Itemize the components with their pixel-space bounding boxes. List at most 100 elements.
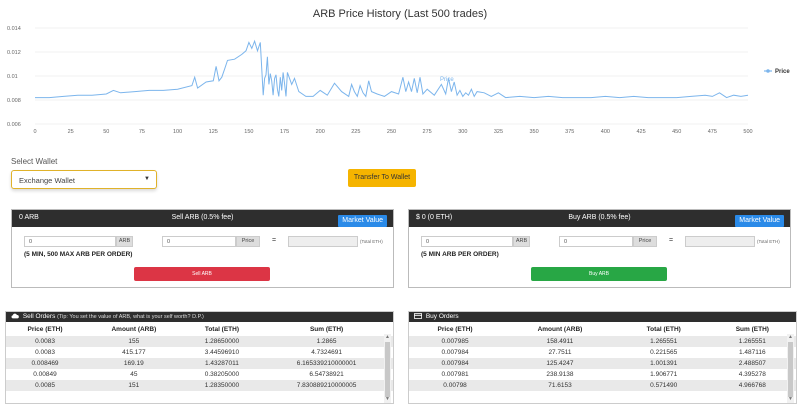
sell-amount-addon: ARB bbox=[116, 236, 133, 247]
table-row[interactable]: 0.00798 71.6153 0.571490 4.966768 bbox=[409, 380, 796, 391]
sell-price-addon: Price bbox=[236, 236, 260, 247]
buy-price-addon: Price bbox=[633, 236, 657, 247]
table-row[interactable]: 0.007984 125.4247 1.001391 2.488507 bbox=[409, 358, 796, 369]
buy-panel: $ 0 (0 ETH) Buy ARB (0.5% fee) Market Va… bbox=[408, 209, 791, 288]
column-header: Total (ETH) bbox=[204, 325, 240, 333]
table-cell: 0.008469 bbox=[6, 358, 85, 369]
scroll-up-icon[interactable]: ▲ bbox=[385, 334, 390, 340]
table-cell: 27.7511 bbox=[501, 347, 619, 358]
buy-orders-title: Buy Orders bbox=[425, 313, 459, 320]
table-row[interactable]: 0.00849 45 0.38205000 6.54738921 bbox=[6, 369, 393, 380]
table-row[interactable]: 0.007981 238.9138 1.906771 4.395278 bbox=[409, 369, 796, 380]
table-cell: 155 bbox=[84, 336, 184, 347]
table-cell: 4.7324691 bbox=[260, 347, 393, 358]
table-row[interactable]: 0.0085 151 1.28350000 7.830889210000005 bbox=[6, 380, 393, 391]
table-cell: 6.54738921 bbox=[260, 369, 393, 380]
table-cell: 6.165339210000001 bbox=[260, 358, 393, 369]
table-cell: 415.177 bbox=[84, 347, 184, 358]
column-header: Sum (ETH) bbox=[735, 325, 769, 333]
price-chart-svg: ARB Price History (Last 500 trades) 0.00… bbox=[7, 8, 790, 135]
buy-amount-addon: ARB bbox=[513, 236, 530, 247]
buy-equals-sign: = bbox=[669, 237, 674, 244]
arb-balance: 0 ARB bbox=[19, 214, 39, 221]
table-row[interactable]: 0.007984 27.7511 0.221565 1.487116 bbox=[409, 347, 796, 358]
buy-market-value-button[interactable]: Market Value bbox=[735, 215, 784, 227]
table-row[interactable]: 0.0083 155 1.28650000 1.2865 bbox=[6, 336, 393, 347]
wallet-select[interactable]: Exchange Wallet ▼ bbox=[11, 170, 157, 189]
legend-label: Price bbox=[775, 69, 790, 75]
chart-annotation: Price bbox=[440, 77, 454, 83]
table-cell: 1.001391 bbox=[618, 358, 709, 369]
chart-title: ARB Price History (Last 500 trades) bbox=[313, 8, 487, 20]
x-tick-label: 0 bbox=[33, 129, 36, 135]
sell-orders-scrollbar[interactable]: ▲ ▼ bbox=[384, 334, 391, 403]
table-cell: 1.906771 bbox=[618, 369, 709, 380]
chart-legend[interactable]: Price bbox=[764, 69, 790, 75]
x-tick-label: 500 bbox=[743, 129, 752, 135]
buy-panel-header: $ 0 (0 ETH) Buy ARB (0.5% fee) bbox=[409, 210, 790, 227]
sell-market-value-button[interactable]: Market Value bbox=[338, 215, 387, 227]
scroll-down-icon[interactable]: ▼ bbox=[788, 396, 793, 402]
table-cell: 4.395278 bbox=[708, 369, 796, 380]
x-tick-label: 225 bbox=[351, 129, 360, 135]
scroll-down-icon[interactable]: ▼ bbox=[385, 396, 390, 402]
table-header-row: Price (ETH) Amount (ARB) Total (ETH) Sum (E… bbox=[409, 322, 796, 336]
buy-amount-input[interactable]: 0 bbox=[421, 236, 513, 247]
x-tick-label: 150 bbox=[244, 129, 253, 135]
eth-balance: $ 0 (0 ETH) bbox=[416, 214, 453, 221]
table-cell: 1.28650000 bbox=[183, 336, 261, 347]
table-cell: 0.221565 bbox=[618, 347, 709, 358]
y-tick-label: 0.012 bbox=[7, 50, 21, 56]
table-cell: 0.0085 bbox=[6, 380, 85, 391]
sell-total-field bbox=[288, 236, 358, 247]
table-cell: 2.488507 bbox=[708, 358, 796, 369]
column-header: Price (ETH) bbox=[437, 325, 473, 333]
transfer-to-wallet-button[interactable]: Transfer To Wallet bbox=[348, 169, 416, 187]
buy-orders-header: Buy Orders bbox=[409, 312, 796, 322]
buy-orders-table: Price (ETH) Amount (ARB) Total (ETH) Sum (E… bbox=[409, 322, 796, 391]
sell-price-input[interactable]: 0 bbox=[162, 236, 236, 247]
x-tick-label: 175 bbox=[280, 129, 289, 135]
sell-orders-panel: Sell Orders (Tip: You set the value of A… bbox=[5, 311, 394, 404]
buy-arb-button[interactable]: Buy ARB bbox=[531, 267, 667, 281]
x-tick-label: 325 bbox=[494, 129, 503, 135]
table-row[interactable]: 0.007985 158.4911 1.265551 1.265551 bbox=[409, 336, 796, 347]
table-cell: 0.571490 bbox=[618, 380, 709, 391]
cloud-icon bbox=[11, 313, 19, 319]
buy-limit-note: (5 MIN ARB PER ORDER) bbox=[421, 251, 499, 258]
wallet-select-value: Exchange Wallet bbox=[19, 176, 76, 185]
table-cell: 151 bbox=[84, 380, 184, 391]
table-cell: 0.007981 bbox=[409, 369, 502, 380]
scroll-up-icon[interactable]: ▲ bbox=[788, 334, 793, 340]
sell-panel-header: 0 ARB Sell ARB (0.5% fee) bbox=[12, 210, 393, 227]
table-cell: 7.830889210000005 bbox=[260, 380, 393, 391]
sell-orders-tip: (Tip: You set the value of ARB, what is … bbox=[57, 314, 204, 320]
table-row[interactable]: 0.008469 169.19 1.43287011 6.16533921000000… bbox=[6, 358, 393, 369]
y-tick-label: 0.01 bbox=[7, 74, 18, 80]
buy-orders-scrollbar[interactable]: ▲ ▼ bbox=[787, 334, 794, 403]
table-row[interactable]: 0.0083 415.177 3.44596910 4.7324691 bbox=[6, 347, 393, 358]
sell-arb-button[interactable]: Sell ARB bbox=[134, 267, 270, 281]
x-tick-label: 250 bbox=[387, 129, 396, 135]
buy-total-field bbox=[685, 236, 755, 247]
scroll-thumb[interactable] bbox=[788, 342, 793, 397]
x-tick-label: 275 bbox=[423, 129, 432, 135]
x-tick-label: 25 bbox=[68, 129, 74, 135]
legend-marker-icon bbox=[766, 69, 770, 73]
buy-panel-title: Buy ARB (0.5% fee) bbox=[568, 214, 631, 221]
x-tick-label: 350 bbox=[530, 129, 539, 135]
table-cell: 1.487116 bbox=[708, 347, 796, 358]
table-cell: 3.44596910 bbox=[183, 347, 261, 358]
y-tick-label: 0.008 bbox=[7, 98, 21, 104]
sell-orders-title: Sell Orders bbox=[22, 313, 56, 320]
sell-amount-input[interactable]: 0 bbox=[24, 236, 116, 247]
buy-price-input[interactable]: 0 bbox=[559, 236, 633, 247]
x-tick-label: 300 bbox=[458, 129, 467, 135]
scroll-thumb[interactable] bbox=[385, 342, 390, 397]
table-cell: 158.4911 bbox=[501, 336, 619, 347]
x-tick-label: 100 bbox=[173, 129, 182, 135]
table-cell: 1.265551 bbox=[618, 336, 709, 347]
sell-total-label: (Total ETH) bbox=[360, 239, 383, 244]
x-tick-label: 400 bbox=[601, 129, 610, 135]
price-series-line bbox=[35, 39, 749, 99]
